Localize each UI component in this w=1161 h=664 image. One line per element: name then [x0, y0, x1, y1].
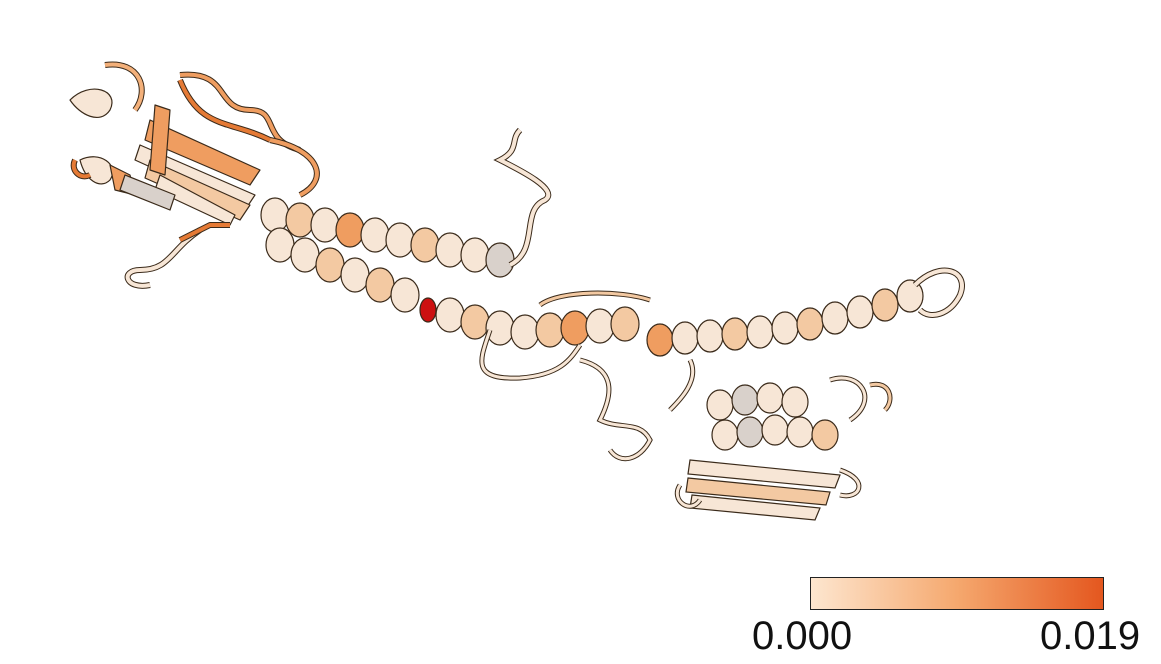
upper-helix: [260, 127, 551, 278]
c-terminal-domain: [675, 375, 893, 521]
n-terminal-beta-domain: [69, 61, 320, 289]
lower-helix: [265, 227, 640, 350]
color-scale-max-label: 0.019: [1040, 614, 1141, 658]
linker-loops: [479, 290, 696, 462]
color-scale-bar: [810, 577, 1104, 610]
right-helix: [646, 267, 965, 357]
color-scale-min-label: 0.000: [752, 614, 853, 658]
